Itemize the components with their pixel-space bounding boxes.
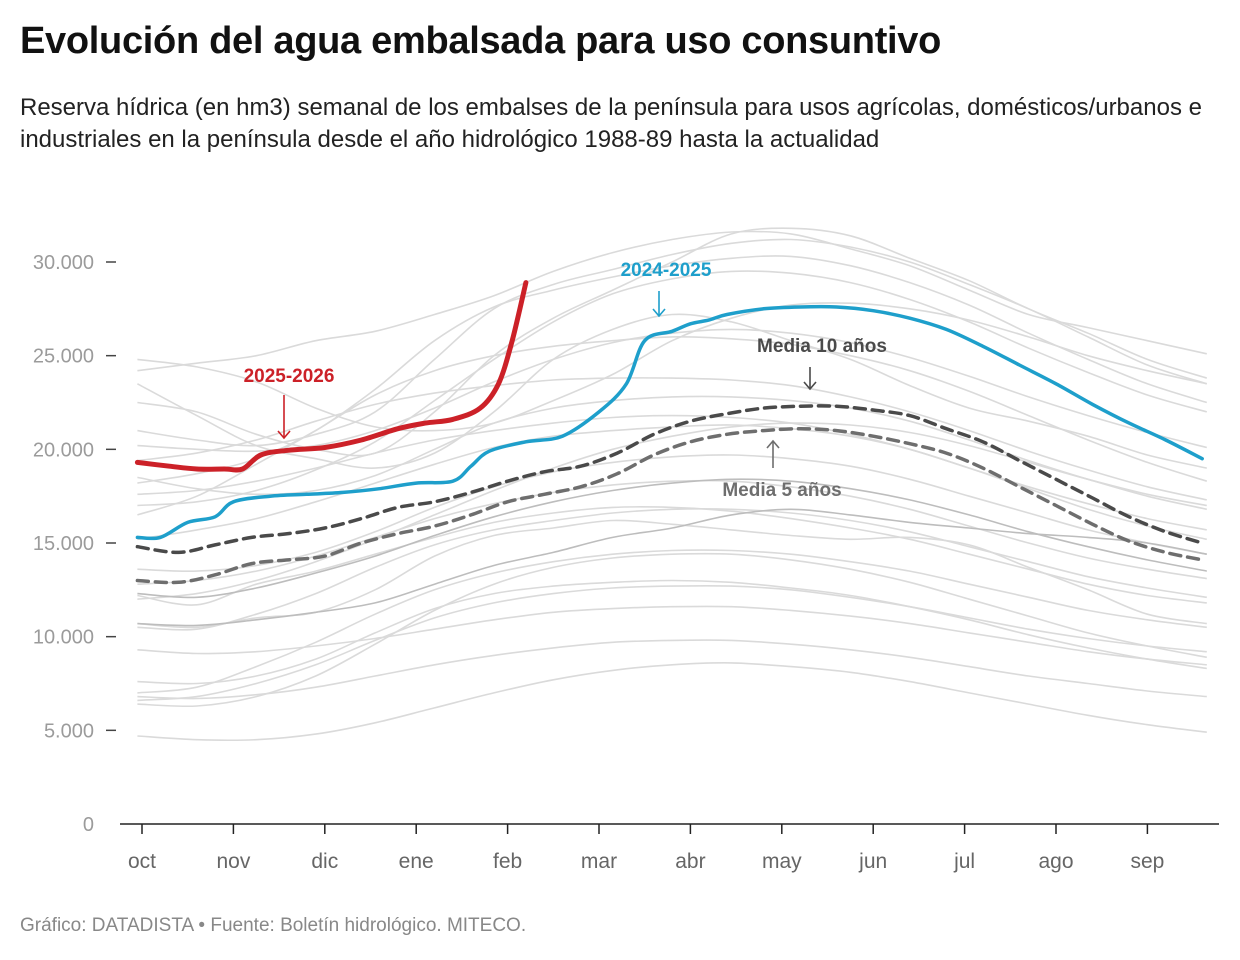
x-tick-label: mar xyxy=(581,850,617,873)
x-tick-label: jun xyxy=(858,850,887,873)
series-line-2025-2026 xyxy=(134,280,529,473)
historical-year-line xyxy=(137,662,1207,742)
historical-year-line xyxy=(137,549,1207,694)
x-tick-label: may xyxy=(762,850,802,873)
series-line-media-5-anos xyxy=(135,426,1204,585)
historical-series-group xyxy=(137,227,1208,742)
historical-year-line xyxy=(137,454,1207,573)
historical-year-line xyxy=(137,508,1207,631)
historical-year-line xyxy=(137,584,1207,702)
line-chart: 0 5.000 10.000 15.000 20.000 25.000 30.000 oct… xyxy=(33,227,1219,873)
x-tick-label: dic xyxy=(311,850,338,873)
chart-subtitle: Reserva hídrica (en hm3) semanal de los … xyxy=(20,94,1202,154)
historical-year-line xyxy=(137,414,1207,541)
historical-year-line xyxy=(137,422,1207,600)
historical-year-line xyxy=(137,508,1207,627)
y-tick-label: 20.000 xyxy=(33,439,94,461)
annotation-arrowhead xyxy=(277,430,291,440)
x-tick-label: feb xyxy=(493,850,522,873)
annotation-2025-2026: 2025-2026 xyxy=(244,366,335,440)
historical-year-line xyxy=(137,270,1208,507)
historical-year-line xyxy=(137,506,1207,606)
x-tick-label: jul xyxy=(953,850,975,873)
x-tick-label: nov xyxy=(216,850,250,873)
source-note: Gráfico: DATADISTA • Fuente: Boletín hid… xyxy=(20,915,527,936)
y-tick-label: 30.000 xyxy=(33,252,94,274)
historical-year-line xyxy=(137,313,1207,469)
y-tick-label: 25.000 xyxy=(33,346,94,368)
annotation-arrowhead xyxy=(652,308,666,318)
annotation-arrowhead xyxy=(766,439,780,449)
historical-year-line xyxy=(137,377,1207,501)
historical-year-line xyxy=(137,478,1207,599)
y-tick-label: 0 xyxy=(83,814,94,836)
x-tick-label: oct xyxy=(128,850,156,873)
annotation-arrowhead xyxy=(803,381,817,391)
historical-year-line xyxy=(137,552,1207,708)
historical-year-line xyxy=(137,395,1207,511)
historical-year-line xyxy=(137,605,1207,666)
historical-year-line xyxy=(137,424,1207,541)
x-tick-label: abr xyxy=(675,850,705,873)
y-axis: 0 5.000 10.000 15.000 20.000 25.000 30.000 xyxy=(33,252,116,836)
historical-year-line xyxy=(137,230,1207,372)
series-line-2024-2025 xyxy=(135,304,1204,541)
series-line-media-10-anos xyxy=(135,404,1204,555)
historical-year-line xyxy=(137,238,1208,447)
annotation-label: 2024-2025 xyxy=(621,260,712,281)
annotation-label: 2025-2026 xyxy=(244,366,335,387)
y-tick-label: 10.000 xyxy=(33,627,94,649)
x-tick-label: ene xyxy=(399,850,434,873)
highlighted-series-group xyxy=(134,280,1204,585)
historical-year-line xyxy=(137,579,1207,685)
x-tick-label: sep xyxy=(1130,850,1164,873)
historical-year-line xyxy=(137,639,1207,700)
historical-year-line xyxy=(137,336,1208,516)
annotation-media-5-anos: Media 5 años xyxy=(722,439,842,501)
x-axis: oct nov dic ene feb mar abr may jun jul ago sep xyxy=(120,823,1219,873)
historical-year-line xyxy=(137,328,1207,453)
y-tick-label: 5.000 xyxy=(44,720,94,742)
annotation-2024-2025: 2024-2025 xyxy=(621,260,712,318)
chart-title: Evolución del agua embalsada para uso co… xyxy=(20,20,942,62)
historical-year-line xyxy=(137,302,1207,432)
annotation-media-10-anos: Media 10 años xyxy=(757,336,887,391)
x-tick-label: ago xyxy=(1038,850,1073,873)
annotation-label: Media 10 años xyxy=(757,336,887,357)
y-tick-label: 15.000 xyxy=(33,533,94,555)
annotation-label: Media 5 años xyxy=(722,480,841,501)
annotations-group: 2025-2026 2024-2025 Media 10 años Media 5 a… xyxy=(244,260,887,501)
